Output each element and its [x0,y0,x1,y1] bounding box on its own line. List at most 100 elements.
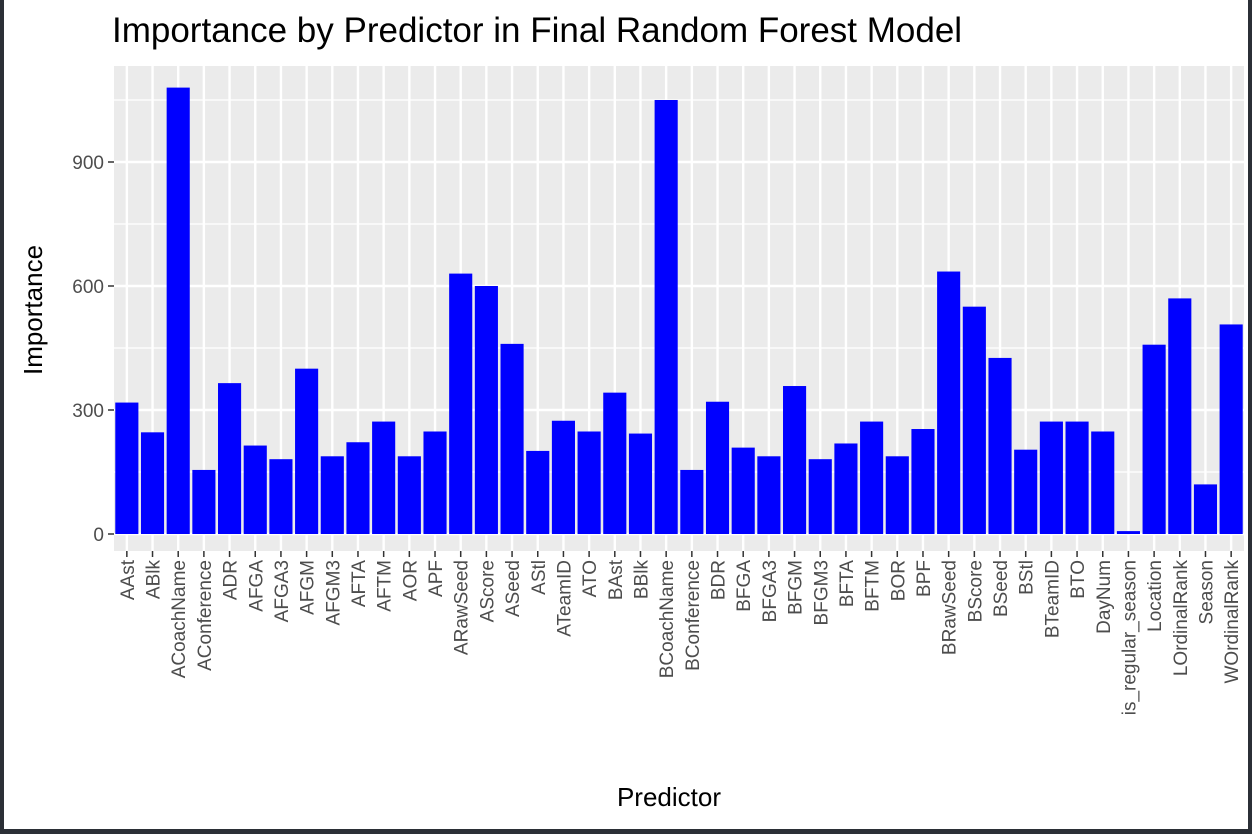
bar-ACoachName [166,87,190,534]
x-tick-label: BFGA [734,560,755,612]
x-tick-label: BFTM [863,560,884,612]
bar-BFGM [783,386,807,534]
bar-Location [1142,344,1166,534]
bar-AFTM [372,421,396,534]
x-tick-label: ACoachName [169,560,190,678]
x-tick-label: BConference [683,560,704,671]
x-tick-label: ASeed [503,560,524,617]
x-tick-label: ARawSeed [452,560,473,655]
x-tick-label: BDR [709,560,730,600]
bar-AOR [397,456,421,534]
bar-AFGM [295,368,319,534]
bar-BPF [911,429,935,534]
bar-BFGA [731,447,755,534]
bar-AFGM3 [320,456,344,534]
x-tick-label: AFGA3 [272,560,293,622]
bar-ATO [577,431,601,534]
x-axis: AAst ABlk ACoachName AConference ADR AFGA AFGA… [118,551,1243,715]
x-tick-label: AFTM [375,560,396,612]
x-tick-label: Season [1196,560,1217,624]
x-tick-label: BTO [1068,560,1089,599]
x-tick-label: BPF [914,560,935,597]
x-tick-label: BAst [606,559,627,600]
bar-BTeamID [1039,421,1063,534]
x-tick-label: BCoachName [657,560,678,678]
bar-ADR [218,383,242,534]
x-tick-label: ATO [580,560,601,597]
bar-ASeed [500,343,524,534]
bar-AFTA [346,442,370,534]
x-tick-label: BOR [888,560,909,601]
bar-BSeed [988,357,1012,534]
x-tick-label: BFGM [786,560,807,615]
x-tick-label: AScore [477,560,498,622]
bar-BFTM [860,421,884,534]
bar-BTO [1065,421,1089,534]
bar-Season [1193,484,1218,534]
x-tick-label: DayNum [1094,560,1115,634]
bar-BStl [1014,449,1038,534]
x-tick-label: BSeed [991,560,1012,617]
bar-BOR [885,456,909,534]
bar-chart: Importance by Predictor in Final Random … [18,11,1244,812]
y-tick-label: 900 [72,153,104,174]
bar-AAst [115,402,139,534]
bar-BFTA [834,443,858,534]
bar-ABlk [140,432,165,534]
x-tick-label: APF [426,560,447,597]
bar-APF [423,431,447,534]
x-axis-title: Predictor [617,782,721,812]
x-tick-label: BRawSeed [940,560,961,655]
chart-frame: Importance by Predictor in Final Random … [4,0,1248,829]
bar-BConference [680,469,704,534]
bar-BCoachName [654,100,678,534]
y-tick-label: 0 [93,525,104,546]
x-tick-label: AFGA [246,560,267,612]
x-tick-label: BBlk [631,560,652,600]
y-tick-label: 300 [72,401,104,422]
bar-AConference [192,469,216,534]
bar-BFGM3 [808,459,832,534]
bar-AStl [526,450,550,534]
x-tick-label: ABlk [144,560,165,600]
x-tick-label: LOrdinalRank [1171,560,1192,677]
bar-BDR [705,401,730,534]
bar-AScore [474,286,498,534]
x-tick-label: Location [1145,560,1166,632]
bar-AFGA [243,445,267,534]
x-tick-label: ATeamID [554,560,575,637]
x-tick-label: AAst [118,559,139,600]
bar-BRawSeed [937,271,961,534]
x-tick-label: WOrdinalRank [1222,560,1243,684]
bar-is_regular_season [1116,531,1140,534]
x-tick-label: AFTA [349,560,370,607]
x-tick-label: ADR [221,560,242,600]
bar-LOrdinalRank [1168,298,1192,534]
bar-BFGA3 [757,456,781,534]
x-tick-label: BFTA [837,560,858,607]
bar-DayNum [1091,431,1115,534]
bar-BBlk [628,433,653,534]
x-tick-label: AStl [529,560,550,595]
x-tick-label: BFGM3 [811,560,832,625]
x-tick-label: AFGM3 [323,560,344,625]
x-tick-label: BFGA3 [760,560,781,622]
y-axis: 0 300 600 900 [72,153,114,546]
bar-ATeamID [551,420,575,534]
y-tick-label: 600 [72,277,104,298]
bar-ARawSeed [449,273,473,534]
x-tick-label: AFGM [298,560,319,615]
x-tick-label: AOR [400,560,421,601]
y-axis-title: Importance [18,245,48,375]
bar-WOrdinalRank [1219,324,1243,534]
x-tick-label: BStl [1017,560,1038,595]
x-tick-label: BScore [965,560,986,622]
bars [115,87,1243,534]
bar-AFGA3 [269,459,293,534]
x-tick-label: BTeamID [1042,560,1063,638]
bar-BAst [603,392,627,534]
chart-title: Importance by Predictor in Final Random … [112,11,962,50]
x-tick-label: AConference [195,560,216,671]
bar-BScore [962,306,986,534]
x-tick-label: is_regular_season [1119,560,1140,715]
